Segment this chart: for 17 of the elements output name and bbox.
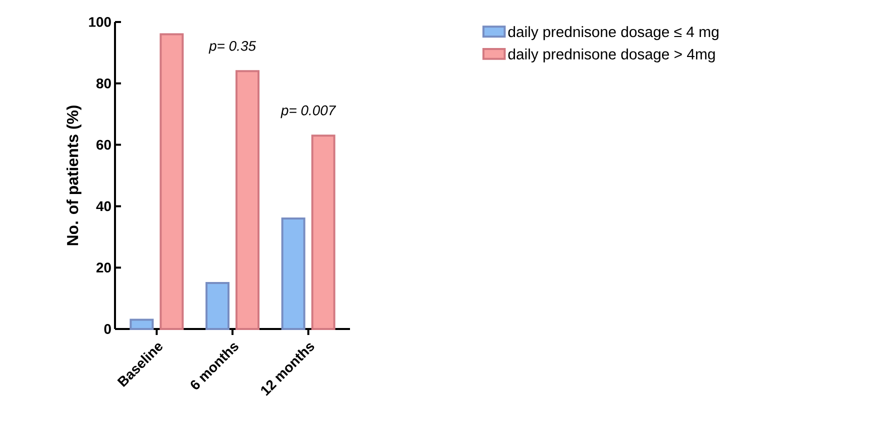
y-tick-label: 80 bbox=[96, 78, 111, 88]
y-tick-label: 100 bbox=[89, 17, 111, 27]
y-tick-label: 0 bbox=[104, 324, 111, 334]
bar bbox=[160, 33, 184, 330]
legend-label: daily prednisone dosage > 4mg bbox=[508, 48, 715, 62]
annotation: p= 0.35 bbox=[208, 40, 256, 54]
y-tick-label: 40 bbox=[96, 201, 111, 212]
annotation: p= 0.007 bbox=[280, 105, 336, 118]
y-tick-label: 20 bbox=[96, 262, 111, 273]
y-axis-title: No. of patients (%) bbox=[66, 106, 82, 246]
bar bbox=[206, 282, 230, 330]
bar bbox=[236, 70, 260, 330]
bar bbox=[311, 134, 336, 330]
y-tick-label: 60 bbox=[96, 140, 111, 150]
bar bbox=[281, 217, 306, 330]
bar bbox=[130, 318, 154, 330]
legend-label: daily prednisone dosage ≤ 4 mg bbox=[508, 26, 718, 40]
